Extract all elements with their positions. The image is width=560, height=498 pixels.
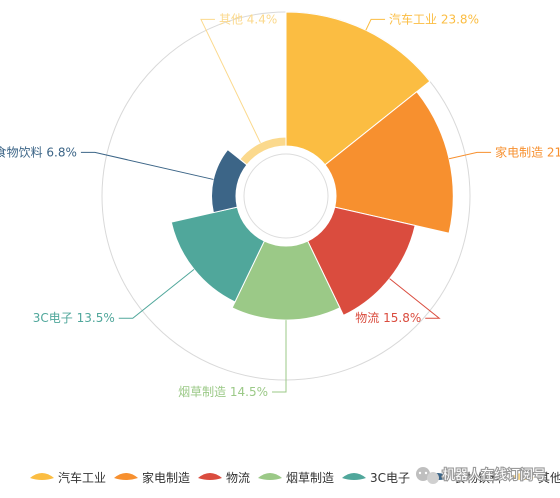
rose-petal-icon xyxy=(198,473,222,480)
rose-petal-icon xyxy=(342,473,366,480)
slice-label: 物流 15.8% xyxy=(355,311,421,325)
slice-label: 食物饮料 6.8% xyxy=(0,144,77,159)
legend-item[interactable]: 其他 xyxy=(510,471,560,485)
slice-label: 3C电子 13.5% xyxy=(33,311,115,325)
slice[interactable] xyxy=(239,136,287,166)
rose-petal-icon xyxy=(510,473,534,480)
inner-guide-circle xyxy=(243,153,329,239)
legend-label: 食物饮料 xyxy=(454,470,502,485)
legend-item[interactable]: 家电制造 xyxy=(114,470,190,485)
slice-label: 家电制造 21.2% xyxy=(495,144,560,159)
slice[interactable] xyxy=(211,148,248,214)
legend-item[interactable]: 汽车工业 xyxy=(30,470,106,485)
label-line xyxy=(389,278,441,319)
slice[interactable] xyxy=(307,206,416,317)
legend-item[interactable]: 烟草制造 xyxy=(258,471,334,485)
legend-label: 烟草制造 xyxy=(286,471,334,485)
slice[interactable] xyxy=(170,206,265,303)
rose-petal-icon xyxy=(114,473,138,480)
label-line xyxy=(365,18,386,31)
rose-petal-icon xyxy=(258,473,282,480)
slice-labels: 汽车工业 23.8% 家电制造 21.2% 物流 15.8% 烟草制造 14.5% 3C… xyxy=(0,11,560,399)
slice[interactable] xyxy=(231,240,341,321)
legend-label: 家电制造 xyxy=(142,470,190,485)
label-line xyxy=(80,151,214,180)
slice-label: 其他 4.4% xyxy=(219,12,277,26)
legend-label: 汽车工业 xyxy=(58,470,106,485)
label-line xyxy=(448,151,492,160)
legend-item[interactable]: 物流 xyxy=(198,471,250,485)
legend-label: 其他 xyxy=(538,471,560,485)
watermark-text: 机器人在线订阅号 xyxy=(442,468,546,483)
legend-label: 物流 xyxy=(226,471,250,485)
rose-petal-icon xyxy=(30,473,54,480)
slices xyxy=(170,11,454,321)
watermark: 机器人在线订阅号 xyxy=(416,467,547,484)
label-line xyxy=(200,18,261,144)
slice[interactable] xyxy=(285,11,431,166)
wechat-icon xyxy=(416,467,439,484)
legend-label: 3C电子 xyxy=(370,471,410,485)
legend-item[interactable]: 3C电子 xyxy=(342,471,410,485)
slice-label: 烟草制造 14.5% xyxy=(178,385,268,399)
label-line xyxy=(118,268,195,319)
slice[interactable] xyxy=(324,91,454,234)
slice-label: 汽车工业 23.8% xyxy=(389,11,479,26)
label-line xyxy=(272,320,287,393)
